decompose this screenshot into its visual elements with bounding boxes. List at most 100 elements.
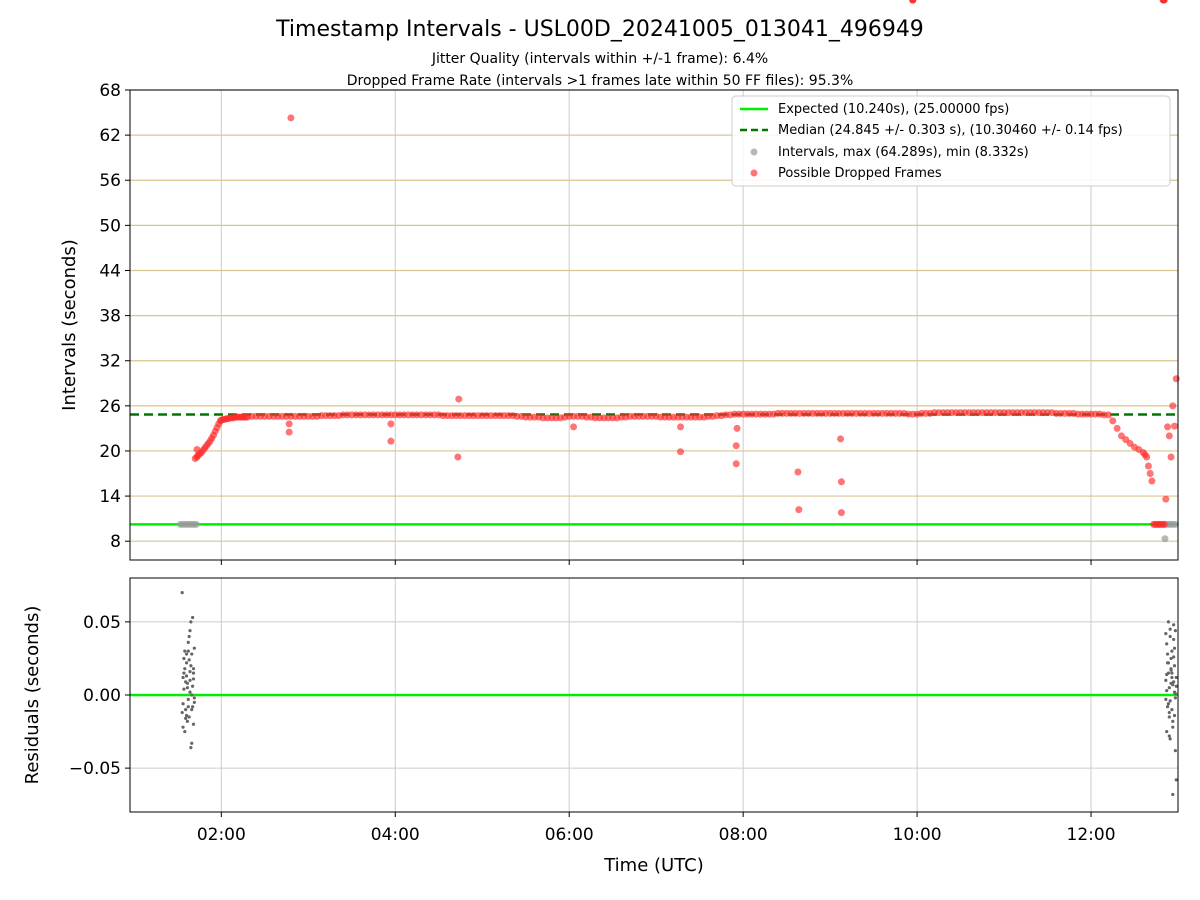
residuals-x-ticks: 02:00 04:00 06:00 08:00 10:00 12:00 <box>197 812 1116 845</box>
dropped-frame-point <box>1104 411 1112 419</box>
residual-point <box>1170 671 1174 675</box>
residual-point <box>1167 715 1171 719</box>
residual-point <box>1169 668 1173 672</box>
dropped-frame-point <box>909 0 917 4</box>
residual-point <box>1171 725 1175 729</box>
dropped-frame-point <box>795 506 803 514</box>
residual-point <box>1171 683 1175 687</box>
dropped-frame-point <box>732 442 740 450</box>
x-tick-label: 12:00 <box>1067 825 1116 845</box>
dropped-frame-point <box>285 420 293 428</box>
residual-point <box>1172 637 1176 642</box>
residual-point <box>1172 646 1177 650</box>
residuals-plot: −0.05 0.00 0.05 02:00 04:00 06:00 08:00 10:00 1… <box>22 577 1179 876</box>
legend-dropped-swatch <box>750 169 758 177</box>
interval-point <box>1161 535 1169 543</box>
dropped-frame-point <box>287 114 295 122</box>
residual-point <box>186 697 190 701</box>
residual-point <box>1170 708 1174 712</box>
y-tick-label: 56 <box>99 171 121 191</box>
residual-point <box>187 715 191 719</box>
y-tick-label: 0.05 <box>83 613 121 633</box>
dropped-frame-point <box>837 478 845 486</box>
dropped-frame-point <box>1169 402 1177 410</box>
chart-subtitle-dropped: Dropped Frame Rate (intervals >1 frames … <box>347 73 854 89</box>
residual-point <box>186 640 190 644</box>
intervals-plot-frame <box>129 89 1179 561</box>
intervals-y-ticks: 8 14 20 26 32 38 44 50 56 62 68 <box>99 81 130 552</box>
residual-point <box>182 671 186 675</box>
residual-point <box>191 705 195 709</box>
interval-points <box>176 0 1180 543</box>
residual-point <box>1167 710 1171 715</box>
residual-point <box>182 656 186 661</box>
residual-point <box>190 652 194 656</box>
residual-point <box>184 674 189 678</box>
residual-point <box>184 661 189 665</box>
residual-point <box>188 670 192 674</box>
dropped-frame-point <box>1143 453 1151 461</box>
residual-point <box>186 705 190 709</box>
dropped-frame-point <box>1109 417 1117 425</box>
dropped-frame-point <box>1148 477 1156 485</box>
residual-point <box>190 741 194 745</box>
residual-point <box>1165 705 1170 709</box>
chart-title: Timestamp Intervals - USL00D_20241005_01… <box>275 17 924 42</box>
residual-point <box>183 649 187 653</box>
legend-dropped-label: Possible Dropped Frames <box>778 166 942 181</box>
residual-point <box>184 716 188 721</box>
residual-point <box>186 649 190 653</box>
residual-point <box>1166 620 1171 624</box>
residual-point <box>182 687 186 691</box>
dropped-frame-point <box>1171 422 1179 430</box>
dropped-frame-point <box>837 435 845 443</box>
residual-point <box>185 681 190 685</box>
residual-point <box>1170 675 1174 680</box>
dropped-frame-point <box>733 424 741 432</box>
residual-point <box>191 671 196 675</box>
intervals-y-axis-label: Intervals (seconds) <box>59 239 80 411</box>
dropped-frame-point <box>1162 495 1170 503</box>
residual-point <box>1165 729 1169 734</box>
residual-point <box>1174 684 1178 688</box>
dropped-frame-point <box>285 428 293 436</box>
residual-point <box>192 646 196 650</box>
x-tick-label: 10:00 <box>893 825 942 845</box>
interval-point <box>192 520 200 528</box>
x-tick-label: 02:00 <box>197 825 246 845</box>
intervals-plot: 8 14 20 26 32 38 44 50 56 62 68 Intervals (seconds… <box>59 0 1180 565</box>
residual-point <box>181 725 185 729</box>
dropped-frame-point <box>1165 432 1173 440</box>
x-tick-label: 08:00 <box>719 825 768 845</box>
residual-point <box>1165 689 1169 693</box>
y-tick-label: 14 <box>99 487 121 507</box>
residual-point <box>1165 652 1170 656</box>
dropped-frame-point <box>837 509 845 517</box>
legend-median-label: Median (24.845 +/- 0.303 s), (10.30460 +… <box>778 123 1123 138</box>
residual-point <box>191 615 195 620</box>
residual-point <box>188 690 192 694</box>
residual-point <box>188 678 192 682</box>
y-tick-label: 26 <box>99 397 121 417</box>
residual-point <box>192 696 196 700</box>
residual-point <box>1165 672 1169 677</box>
residuals-y-ticks: −0.05 0.00 0.05 <box>69 613 130 779</box>
legend-expected-label: Expected (10.240s), (25.00000 fps) <box>778 102 1009 117</box>
residual-point <box>190 708 194 712</box>
residual-point <box>184 713 189 718</box>
y-tick-label: 62 <box>99 126 121 146</box>
dropped-frame-point <box>454 453 462 461</box>
residual-point <box>1168 699 1172 703</box>
y-tick-label: 44 <box>99 261 121 281</box>
residual-point <box>1172 680 1176 684</box>
residual-point <box>1167 734 1171 738</box>
dropped-frame-point <box>455 395 463 403</box>
residual-point <box>183 667 187 671</box>
residual-point <box>185 686 190 690</box>
residual-point <box>181 702 185 706</box>
residual-point <box>1172 623 1176 627</box>
residual-point <box>189 746 193 750</box>
residual-point <box>1164 697 1168 701</box>
y-tick-label: 0.00 <box>83 686 121 706</box>
